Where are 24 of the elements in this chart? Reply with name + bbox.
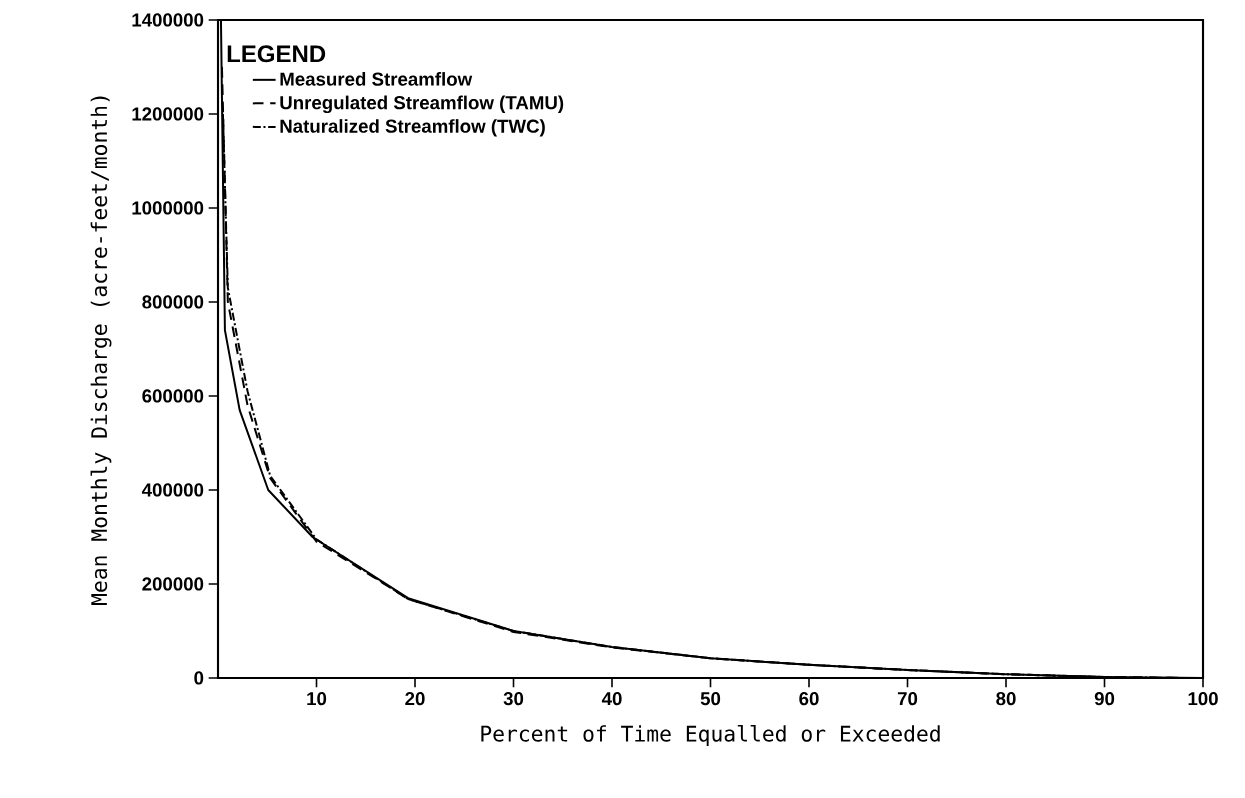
legend-label: Measured Streamflow bbox=[280, 72, 473, 86]
y-tick-label: 0 bbox=[194, 671, 204, 685]
x-tick-label: 40 bbox=[601, 692, 622, 706]
y-tick-label: 1000000 bbox=[132, 201, 204, 215]
legend-label: Naturalized Streamflow (TWC) bbox=[280, 119, 545, 137]
x-tick-label: 100 bbox=[1188, 692, 1218, 706]
y-tick-label: 400000 bbox=[141, 483, 204, 497]
y-tick-label: 1400000 bbox=[132, 13, 204, 27]
y-tick-label: 600000 bbox=[142, 389, 204, 403]
x-tick-label: 30 bbox=[503, 692, 524, 706]
y-tick-label: 1200000 bbox=[132, 107, 204, 121]
x-tick-label: 50 bbox=[700, 692, 721, 706]
x-tick-label: 60 bbox=[799, 692, 819, 706]
y-tick-label: 200000 bbox=[142, 577, 204, 591]
y-tick-label: 800000 bbox=[142, 295, 204, 309]
legend-title: LEGEND bbox=[227, 45, 326, 63]
x-tick-label: 80 bbox=[996, 692, 1016, 706]
x-tick-label: 10 bbox=[307, 692, 327, 706]
legend-label: Unregulated Streamflow (TAMU) bbox=[280, 95, 564, 114]
y-axis-title: Mean Monthly Discharge (acre-feet/month) bbox=[90, 96, 112, 605]
x-tick-label: 70 bbox=[897, 692, 918, 706]
x-tick-label: 20 bbox=[405, 692, 425, 706]
x-tick-label: 90 bbox=[1094, 692, 1115, 706]
x-axis-title: Percent of Time Equalled or Exceeded bbox=[481, 725, 940, 746]
